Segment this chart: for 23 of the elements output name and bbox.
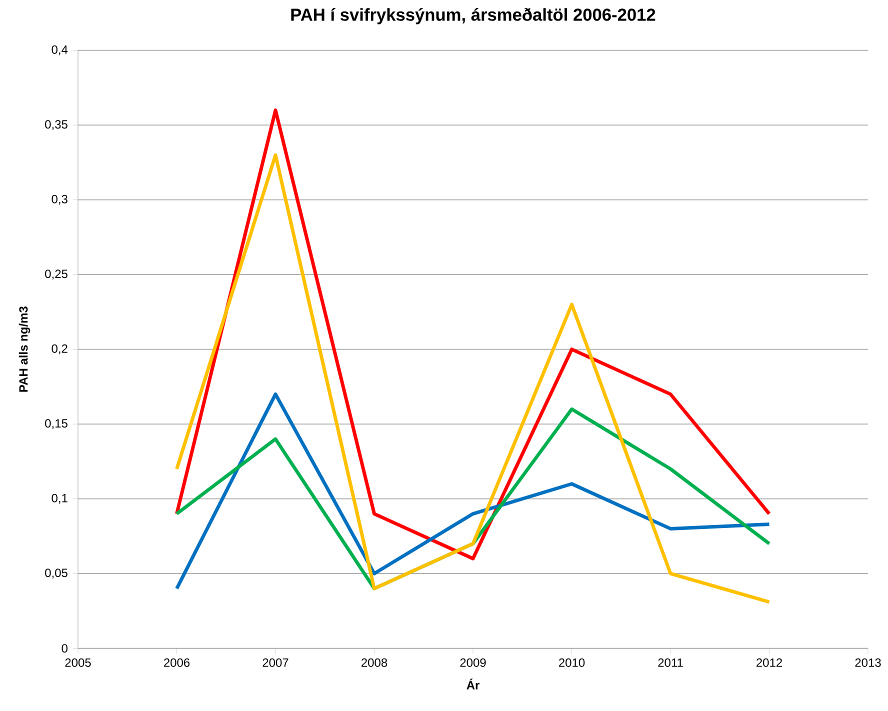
x-tick-label: 2007 [262,658,288,667]
line-series [175,153,771,604]
y-tick-label: 0,05 [45,568,68,579]
x-tick-label: 2009 [460,658,486,667]
x-axis-title: Ár [466,678,480,690]
x-tick-label: 2010 [559,658,585,667]
x-tick-label: 2011 [658,658,683,667]
chart-title: PAH í svifrykssýnum, ársmeðaltöl 2006-2012 [291,8,656,24]
x-tick-label: 2008 [362,658,388,667]
y-tick-label: 0,4 [52,45,68,56]
y-tick-label: 0,15 [45,419,68,430]
y-tick-label: 0,2 [52,344,68,354]
y-tick-label: 0,25 [45,270,68,280]
y-tick-label: 0 [62,644,68,653]
x-tick-label: 2006 [164,658,190,667]
y-axis-title: PAH alls ng/m3 [18,306,30,392]
x-tick-label: 2005 [65,658,91,667]
y-tick-label: 0,35 [45,120,68,130]
y-tick-label: 0,1 [52,494,68,504]
y-tick-label: 0,3 [52,194,68,205]
line-series [175,108,771,560]
x-tick-label: 2013 [855,658,881,667]
x-tick-label: 2012 [756,658,782,667]
